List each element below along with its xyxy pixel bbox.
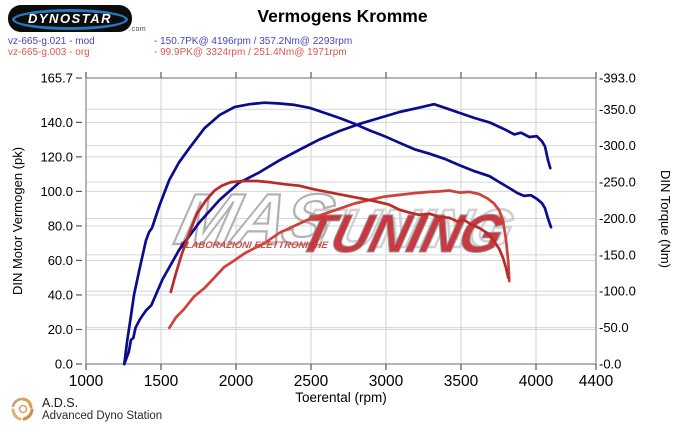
logo-suffix: .com [129,26,147,33]
y-right-tick-label: -50.0 [599,320,629,335]
x-tick-label: 1500 [144,373,179,390]
x-tick-label: 3500 [444,373,479,390]
y-right-tick-label: -350.0 [599,102,636,117]
watermark-ghost: TUNING [298,198,520,259]
ads-abbr: A.D.S. [42,396,79,410]
y-left-tick-label: 20.0 [48,322,73,337]
x-tick-label: 1000 [69,373,104,390]
legend: vz-665-g.021 - mod - 150.7PK@ 4196rpm / 3… [8,36,353,59]
curve-mod-power [122,102,552,366]
x-tick-label: 3000 [369,373,404,390]
ads-swirl-icon [11,397,34,421]
y-right-tick-label: -200.0 [599,211,636,226]
legend-run-name: vz-665-g.003 - org [8,46,90,58]
legend-row-org: vz-665-g.003 - org - 99.9PK@ 3324rpm / 25… [8,46,352,59]
watermark-tuning: TUNING [293,203,509,264]
y-left-tick-label: 165.7 [40,71,73,86]
x-tick-label: 4400 [579,373,614,390]
y-left-tick-label: 80.0 [48,218,73,233]
watermark-subtext: ELABORAZIONI ELETTRONICHE [179,240,330,251]
legend-run-stats: - 150.7PK@ 4196rpm / 357.2Nm@ 2293rpm [154,36,353,47]
y-left-tick-label: 60.0 [48,253,73,268]
ads-logo [8,396,38,429]
y-left-tick-label: 0.0 [55,357,73,372]
ads-full-name: Advanced Dyno Station [42,410,163,422]
x-tick-label: 2500 [294,373,329,390]
y-right-tick-label: -150.0 [599,247,636,262]
y-left-axis-title: DIN Motor Vermogen (pk) [10,147,25,295]
logo-text: DYNOSTAR [28,11,112,26]
y-left-tick-label: 40.0 [48,287,73,302]
y-left-tick-label: 100.0 [40,184,73,199]
y-right-tick-label: -0.0 [599,357,621,372]
y-right-tick-label: -100.0 [599,284,636,299]
page-title: Vermogens Kromme [257,6,428,26]
x-tick-label: 2000 [219,373,254,390]
legend-row-mod: vz-665-g.021 - mod - 150.7PK@ 4196rpm / 3… [8,36,353,48]
y-right-axis-title: DIN Torque (Nm) [658,170,673,268]
y-left-tick-label: 140.0 [40,115,73,130]
legend-run-name: vz-665-g.021 - mod [8,36,95,47]
x-axis-title: Toerental (rpm) [295,390,387,405]
curve-mod-torque [122,101,553,366]
y-right-tick-label: -393.0 [599,71,636,86]
curve-org-torque [169,179,510,294]
x-tick-label: 4000 [519,373,554,390]
y-right-tick-label: -300.0 [599,138,636,153]
curve-org-power [167,189,511,330]
plot-frame [85,77,597,365]
dynostar-logo: DYNOSTAR [8,5,132,32]
ads-text: A.D.S. Advanced Dyno Station [42,397,162,423]
legend-run-stats: - 99.9PK@ 3324rpm / 251.4Nm@ 1971rpm [154,46,347,58]
y-right-tick-label: -250.0 [599,175,636,190]
y-left-tick-label: 120.0 [40,149,73,164]
logo-ellipse [12,9,128,30]
